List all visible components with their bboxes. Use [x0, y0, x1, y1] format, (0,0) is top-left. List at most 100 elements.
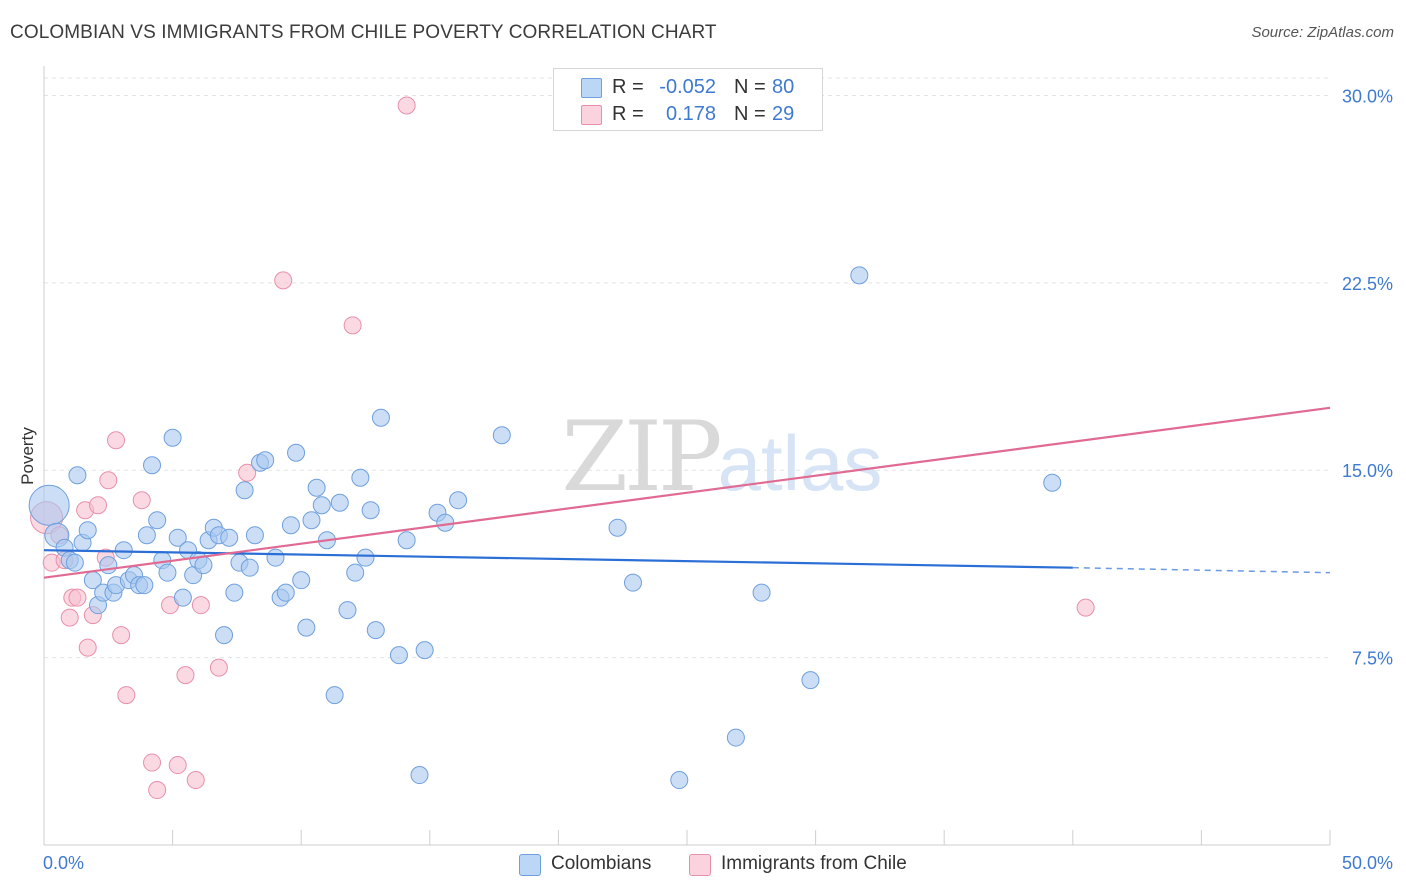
data-point [1076, 598, 1095, 617]
data-point [266, 548, 285, 567]
data-point [117, 686, 136, 705]
data-point [801, 671, 820, 690]
data-point [245, 526, 264, 545]
data-point [173, 588, 192, 607]
data-point [397, 531, 416, 550]
data-point [132, 491, 151, 510]
x-tick-label-min: 0.0% [43, 853, 84, 873]
data-point [89, 496, 108, 515]
data-point [312, 496, 331, 515]
data-point [163, 428, 182, 447]
y-tick-label: 15.0% [1342, 461, 1393, 481]
data-point [191, 596, 210, 615]
y-tick-label: 22.5% [1342, 274, 1393, 294]
data-point [78, 521, 97, 540]
data-point [361, 501, 380, 520]
data-point [215, 626, 234, 645]
data-point [371, 408, 390, 427]
data-point [623, 573, 642, 592]
data-point [281, 516, 300, 535]
data-point [28, 484, 70, 526]
data-point [209, 658, 228, 677]
data-point [137, 526, 156, 545]
data-point [274, 271, 293, 290]
data-point [168, 528, 187, 547]
data-point [276, 583, 295, 602]
watermark-zip: ZIP [561, 401, 720, 513]
data-point [436, 513, 455, 532]
data-point [752, 583, 771, 602]
legend-r-label: R = [612, 103, 644, 125]
source-label: Source: ZipAtlas.com [1251, 24, 1394, 41]
data-point [397, 96, 416, 115]
data-point [143, 456, 162, 475]
data-point [158, 563, 177, 582]
grid-lines: 7.5% 15.0% 22.5% 30.0% [44, 77, 1393, 669]
data-point [135, 576, 154, 595]
data-point [256, 451, 275, 470]
legend-n-label: N = [734, 76, 766, 98]
axes [43, 66, 1331, 846]
y-tick-label: 30.0% [1342, 86, 1393, 106]
legend-swatch-colombians [581, 78, 602, 98]
data-point [68, 466, 87, 485]
data-point [356, 548, 375, 567]
data-point [287, 443, 306, 462]
trend-line-colombians-extension [1072, 566, 1331, 574]
data-point [1043, 473, 1062, 492]
data-point [292, 571, 311, 590]
data-point [238, 463, 257, 482]
data-point [65, 553, 84, 572]
data-point [410, 766, 429, 785]
legend-swatch-chile [689, 854, 711, 876]
data-point [449, 491, 468, 510]
legend-swatch-colombians [519, 854, 541, 876]
legend-label-colombians: Colombians [551, 853, 652, 874]
legend-r-value: 0.178 [665, 103, 716, 125]
data-point [114, 541, 133, 560]
data-point [225, 583, 244, 602]
series-legend: Colombians Immigrants from Chile [0, 850, 1406, 880]
chart-title: COLOMBIAN VS IMMIGRANTS FROM CHILE POVER… [10, 22, 717, 43]
legend-r-label: R = [612, 76, 644, 98]
legend-n-value: 80 [772, 76, 795, 98]
data-point [325, 686, 344, 705]
data-point [176, 666, 195, 685]
data-point [670, 771, 689, 790]
data-point [220, 528, 239, 547]
watermark-atlas: atlas [718, 419, 883, 507]
legend-n-value: 29 [772, 103, 795, 125]
data-point [60, 608, 79, 627]
data-point [850, 266, 869, 285]
correlation-legend: R = -0.052 N = 80 R = 0.178 N = 29 [553, 68, 823, 131]
data-point [78, 638, 97, 657]
data-point [492, 426, 511, 445]
legend-label-chile: Immigrants from Chile [721, 853, 907, 874]
data-point [148, 511, 167, 530]
data-point [235, 481, 254, 500]
data-point [112, 626, 131, 645]
data-point [389, 646, 408, 665]
legend-n-label: N = [734, 103, 766, 125]
data-point [608, 518, 627, 537]
data-point [186, 771, 205, 790]
data-point [107, 431, 126, 450]
data-point [346, 563, 365, 582]
data-point [351, 468, 370, 487]
data-point [99, 471, 118, 490]
data-point [307, 478, 326, 497]
data-point [297, 618, 316, 637]
trend-lines [43, 406, 1331, 579]
legend-r-value: -0.052 [659, 76, 716, 98]
trend-line-colombians [43, 549, 1073, 569]
data-point [240, 558, 259, 577]
data-point [366, 621, 385, 640]
trend-line-chile [43, 406, 1331, 579]
data-point [148, 781, 167, 800]
data-point [343, 316, 362, 335]
legend-row-colombians: R = -0.052 N = 80 [554, 73, 822, 101]
data-point [330, 493, 349, 512]
data-point [726, 728, 745, 747]
data-point [168, 756, 187, 775]
